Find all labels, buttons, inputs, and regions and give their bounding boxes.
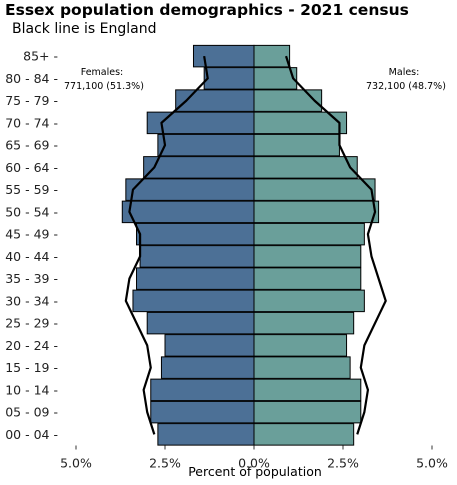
y-tick-label-45-49: 45 - 49 - [5,227,58,242]
y-tick-label-55-59: 55 - 59 - [5,182,58,197]
y-tick-label-05-09: 05 - 09 - [5,405,58,420]
female-bar-80-84 [203,67,255,90]
male-bar-25-29 [253,311,355,335]
chart-title: Essex population demographics - 2021 cen… [5,1,409,19]
males-value: 732,100 (48.7%) [366,81,446,92]
y-tick-label-30-34: 30 - 34 - [5,293,58,308]
male-bar-05-09 [253,400,362,424]
female-bar-60-64 [143,156,255,179]
female-bar-20-24 [164,334,255,357]
england-line-female [124,55,209,435]
males-label: Males: [388,67,420,78]
male-bar-85 [253,44,291,68]
male-bar-35-39 [253,267,362,290]
x-tick-label-3: 2.5% [327,456,359,471]
y-tick-label-80-84: 80 - 84 - [5,71,58,86]
male-bar-20-24 [253,334,348,357]
female-bar-65-69 [157,133,255,157]
female-bar-30-34 [132,289,255,313]
male-bar-55-59 [253,178,376,201]
female-bar-05-09 [150,400,255,424]
y-tick-label-15-19: 15 - 19 - [5,360,58,375]
x-tick-label-2: 0.0% [238,456,270,471]
male-bar-15-19 [253,356,351,379]
male-bar-10-14 [253,378,362,402]
male-bar-80-84 [253,67,298,90]
x-tick-label-1: 2.5% [149,456,181,471]
females-label: Females: [80,67,124,78]
male-bar-75-79 [253,89,323,112]
y-tick-label-35-39: 35 - 39 - [5,271,58,286]
female-bar-85 [192,44,255,68]
female-bar-10-14 [150,378,255,402]
y-tick-label-10-14: 10 - 14 - [5,382,58,397]
female-bar-55-59 [125,178,255,201]
y-tick-label-65-69: 65 - 69 - [5,138,58,153]
x-tick-label-4: 5.0% [416,456,448,471]
y-tick-label-85: 85+ - [23,49,58,64]
female-bar-45-49 [136,222,255,246]
female-bar-15-19 [160,356,255,379]
males-annotation: Males: 732,100 (48.7%) [366,66,446,94]
chart-subtitle: Black line is England [12,21,157,37]
male-bar-50-54 [253,200,380,224]
females-value: 771,100 (51.3%) [64,81,144,92]
female-bar-50-54 [121,200,255,224]
y-tick-label-70-74: 70 - 74 - [5,115,58,130]
y-tick-label-75-79: 75 - 79 - [5,93,58,108]
england-line-male [284,55,387,435]
male-bar-30-34 [253,289,365,313]
male-bar-40-44 [253,245,362,268]
female-bar-35-39 [136,267,255,290]
male-bar-60-64 [253,156,358,179]
male-bar-45-49 [253,222,365,246]
male-bar-70-74 [253,111,348,135]
male-bar-00-04 [253,423,355,446]
female-bar-00-04 [157,423,255,446]
y-tick-label-40-44: 40 - 44 - [5,249,58,264]
y-tick-label-25-29: 25 - 29 - [5,316,58,331]
x-tick-label-0: 5.0% [60,456,92,471]
y-tick-label-20-24: 20 - 24 - [5,338,58,353]
y-tick-label-50-54: 50 - 54 - [5,204,58,219]
y-tick-label-00-04: 00 - 04 - [5,427,58,442]
male-bar-65-69 [253,133,340,157]
female-bar-40-44 [139,245,255,268]
female-bar-25-29 [146,311,255,335]
y-tick-label-60-64: 60 - 64 - [5,160,58,175]
x-axis-label: Percent of population [188,464,322,479]
females-annotation: Females: 771,100 (51.3%) [64,66,144,94]
